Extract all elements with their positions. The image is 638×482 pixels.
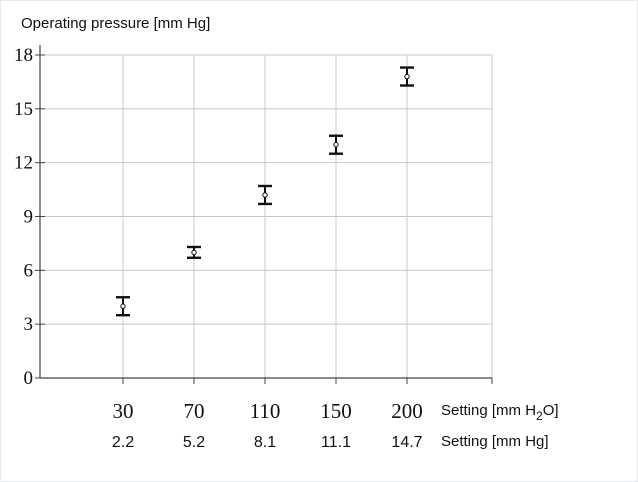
data-marker xyxy=(262,192,268,198)
x-tick-label-secondary: 8.1 xyxy=(254,434,276,451)
grid xyxy=(40,54,493,378)
x-tick-label-secondary: 2.2 xyxy=(112,434,134,451)
x-tick-label-secondary: 5.2 xyxy=(183,434,205,451)
data-point xyxy=(187,245,201,259)
x-tick-label-primary: 30 xyxy=(113,399,134,423)
data-marker xyxy=(120,303,126,309)
x-tick-label-primary: 150 xyxy=(320,399,352,423)
data-point xyxy=(258,184,272,206)
x-tick-label-primary: 110 xyxy=(250,399,281,423)
data-marker xyxy=(191,249,197,256)
x-tick-label-secondary: 11.1 xyxy=(321,434,351,451)
y-tick-label: 9 xyxy=(24,207,34,228)
y-tick-label: 12 xyxy=(14,153,33,174)
y-tick-label: 6 xyxy=(24,260,34,281)
y-tick-label: 15 xyxy=(14,99,33,120)
y-ticks: 0 3 6 9 12 15 18 xyxy=(14,45,45,389)
data-points xyxy=(116,66,414,317)
axes xyxy=(39,45,493,384)
y-tick-label: 3 xyxy=(24,314,34,335)
x-tick-labels: 30 2.2 70 5.2 110 8.1 150 11.1 200 14.7 xyxy=(112,399,423,451)
x-tick-label-secondary: 14.7 xyxy=(391,434,422,451)
y-tick-label: 18 xyxy=(14,45,33,66)
data-marker xyxy=(404,73,410,80)
y-tick-label: 0 xyxy=(24,368,34,389)
y-axis-title: Operating pressure [mm Hg] xyxy=(21,15,211,32)
data-point xyxy=(400,66,414,87)
data-point xyxy=(329,134,343,155)
x-tick-label-primary: 200 xyxy=(391,399,423,423)
x-primary-axis-title: Setting [mm H2O] xyxy=(441,402,559,423)
x-secondary-axis-title: Setting [mm Hg] xyxy=(441,433,549,450)
data-marker xyxy=(333,142,339,148)
data-point xyxy=(116,296,130,317)
x-tick-label-primary: 70 xyxy=(184,399,205,423)
